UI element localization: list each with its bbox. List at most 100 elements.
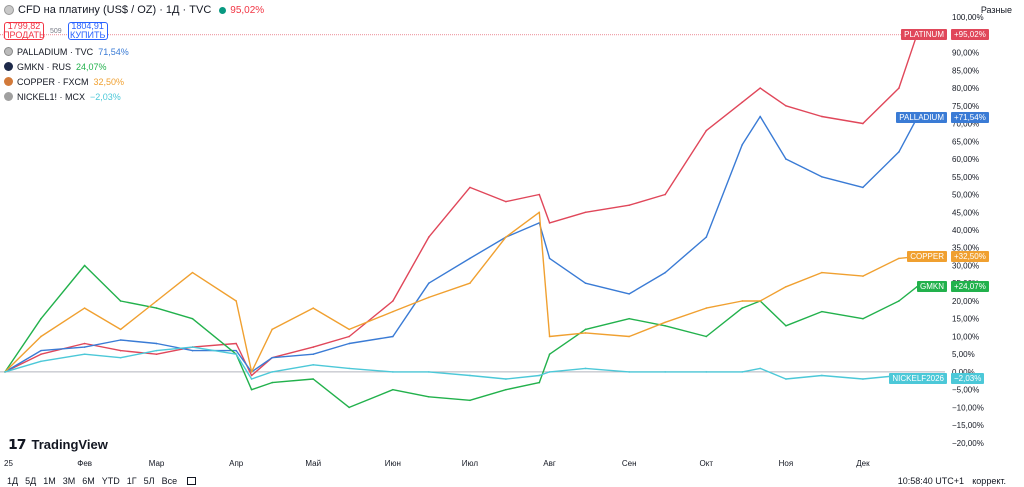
x-tick-label: Май: [305, 459, 321, 468]
tv-logo-icon: 𝟭𝟳: [8, 436, 27, 452]
data-point-gmkn: [584, 328, 587, 331]
data-point-palladium: [235, 349, 237, 352]
data-point-nickel: [862, 378, 864, 380]
range-button[interactable]: 1Г: [126, 475, 137, 486]
data-point-platinum: [40, 353, 42, 355]
range-button[interactable]: Все: [161, 475, 178, 486]
data-point-palladium: [548, 257, 551, 260]
y-tick-label: 5,00%: [952, 350, 975, 359]
data-point-palladium: [785, 158, 787, 160]
data-point-nickel: [271, 371, 273, 373]
market-status-icon: [219, 6, 227, 14]
data-point-palladium: [155, 342, 158, 345]
data-point-platinum: [548, 222, 551, 224]
y-tick-label: 60,00%: [952, 155, 979, 164]
data-point-palladium: [469, 257, 471, 260]
data-point-nickel: [505, 378, 507, 380]
data-point-palladium: [312, 353, 315, 355]
data-point-platinum: [155, 353, 158, 355]
data-point-gmkn: [469, 399, 471, 402]
scale-mode-label[interactable]: Разные: [980, 5, 1012, 15]
data-point-gmkn: [83, 264, 86, 267]
data-point-palladium: [119, 339, 122, 341]
data-point-palladium: [191, 349, 194, 352]
x-tick-label: Апр: [229, 459, 244, 468]
data-point-platinum: [505, 200, 507, 203]
price-tag-name: PLATINUM: [901, 28, 947, 40]
range-button[interactable]: 3М: [62, 475, 76, 486]
data-point-copper: [312, 307, 315, 309]
data-point-platinum: [392, 300, 394, 302]
x-tick-label: Июн: [385, 459, 401, 468]
data-point-platinum: [898, 87, 900, 89]
data-point-nickel: [628, 371, 630, 373]
data-point-copper: [785, 285, 787, 288]
buy-price: 1804,91: [71, 21, 104, 31]
data-point-platinum: [705, 129, 708, 132]
adjust-toggle[interactable]: коррект.: [972, 476, 1006, 486]
series-name: GMKN · RUS: [17, 61, 71, 72]
legend-series-gmkn[interactable]: GMKN · RUS 24,07%: [4, 59, 264, 74]
data-point-palladium: [584, 282, 587, 285]
price-tag-value: +95,02%: [951, 28, 989, 40]
sell-button[interactable]: 1799,82 ПРОДАТЬ: [3, 22, 45, 40]
legend-series-palladium[interactable]: PALLADIUM · TVC 71,54%: [4, 44, 264, 59]
data-point-copper: [428, 296, 430, 299]
y-tick-label: 10,00%: [952, 332, 979, 341]
legend-series-nickel[interactable]: NICKEL1! · MCX −2,03%: [4, 89, 264, 104]
calendar-icon[interactable]: [187, 476, 197, 485]
data-point-gmkn: [538, 381, 541, 384]
data-point-gmkn: [271, 381, 273, 384]
y-tick-label: 15,00%: [952, 315, 979, 324]
data-point-palladium: [821, 175, 823, 178]
y-tick-label: 55,00%: [952, 173, 979, 182]
data-point-gmkn: [155, 307, 158, 309]
data-point-gmkn: [348, 406, 351, 409]
range-button[interactable]: 1М: [43, 475, 56, 486]
data-point-palladium: [898, 151, 900, 153]
legend-series-copper[interactable]: COPPER · FXCM 32,50%: [4, 74, 264, 89]
main-symbol-row[interactable]: CFD на платину (US$ / OZ) · 1Д · TVC 95,…: [4, 3, 264, 17]
buy-label: КУПИТЬ: [69, 30, 106, 40]
data-point-gmkn: [821, 310, 823, 313]
data-point-nickel: [4, 371, 6, 373]
data-point-nickel: [785, 378, 787, 380]
x-tick-label: Ноя: [779, 459, 794, 468]
data-point-platinum: [862, 122, 864, 125]
data-point-copper: [705, 307, 708, 309]
range-button[interactable]: 1Д: [7, 475, 19, 486]
series-name: COPPER · FXCM: [17, 76, 89, 87]
data-point-nickel: [538, 374, 541, 377]
data-point-palladium: [271, 356, 273, 359]
data-point-nickel: [428, 371, 430, 373]
data-point-copper: [741, 300, 744, 302]
data-point-gmkn: [898, 300, 900, 302]
x-tick-label: 25: [4, 459, 13, 468]
data-point-copper: [250, 371, 253, 373]
copper-icon: [4, 77, 13, 86]
data-point-nickel: [584, 367, 587, 370]
data-point-platinum: [348, 335, 351, 338]
range-button[interactable]: 5Д: [25, 475, 37, 486]
y-tick-label: 40,00%: [952, 226, 979, 235]
data-point-palladium: [741, 144, 744, 146]
y-tick-label: 30,00%: [952, 261, 979, 270]
data-point-copper: [40, 335, 42, 338]
data-point-copper: [191, 271, 194, 274]
data-point-gmkn: [741, 307, 744, 309]
data-point-gmkn: [191, 317, 194, 320]
series-line-platinum: [4, 34, 918, 377]
range-button[interactable]: YTD: [101, 475, 120, 486]
data-point-gmkn: [119, 300, 122, 302]
y-tick-label: 100,00%: [952, 13, 984, 22]
range-button[interactable]: 6М: [82, 475, 95, 486]
x-tick-label: Фев: [77, 459, 92, 468]
range-button[interactable]: 5Л: [143, 475, 155, 486]
price-tag-value: +32,50%: [951, 250, 989, 262]
data-point-nickel: [83, 353, 86, 355]
buy-button[interactable]: 1804,91 КУПИТЬ: [67, 21, 108, 40]
data-point-gmkn: [312, 378, 315, 380]
data-point-nickel: [155, 349, 158, 352]
data-point-platinum: [250, 374, 253, 377]
data-point-copper: [664, 321, 666, 324]
